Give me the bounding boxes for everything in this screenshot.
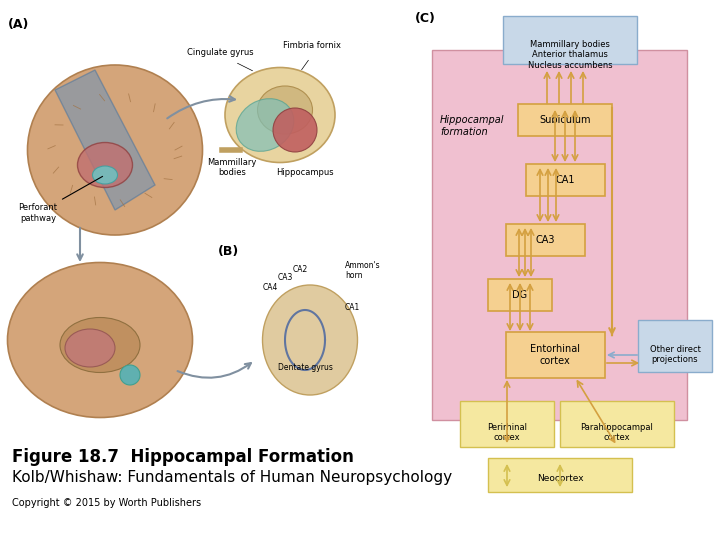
Ellipse shape: [65, 329, 115, 367]
Text: (A): (A): [8, 18, 30, 31]
Text: CA2: CA2: [292, 265, 307, 274]
Text: Other direct
projections: Other direct projections: [649, 345, 701, 364]
Text: Cingulate gyrus: Cingulate gyrus: [186, 48, 253, 57]
FancyBboxPatch shape: [503, 16, 637, 64]
Circle shape: [273, 108, 317, 152]
Text: Mammillary bodies
Anterior thalamus
Nucleus accumbens: Mammillary bodies Anterior thalamus Nucl…: [528, 40, 612, 70]
Text: Subiculum: Subiculum: [539, 115, 590, 125]
Ellipse shape: [92, 166, 117, 184]
Text: Ammon's
horn: Ammon's horn: [345, 261, 381, 280]
Ellipse shape: [263, 285, 358, 395]
Text: Kolb/Whishaw: Fundamentals of Human Neuropsychology: Kolb/Whishaw: Fundamentals of Human Neur…: [12, 470, 452, 485]
Ellipse shape: [258, 86, 312, 134]
Circle shape: [120, 365, 140, 385]
Text: Entorhinal
cortex: Entorhinal cortex: [530, 344, 580, 366]
Text: DG: DG: [513, 290, 528, 300]
FancyBboxPatch shape: [638, 320, 712, 372]
FancyBboxPatch shape: [460, 401, 554, 447]
Text: CA1: CA1: [555, 175, 575, 185]
Ellipse shape: [7, 262, 192, 417]
Text: Parahippocampal
cortex: Parahippocampal cortex: [580, 423, 654, 442]
Text: Hippocampal
formation: Hippocampal formation: [440, 115, 505, 137]
Text: (B): (B): [218, 245, 239, 258]
FancyBboxPatch shape: [560, 401, 674, 447]
FancyBboxPatch shape: [505, 224, 585, 256]
Text: CA1: CA1: [345, 303, 360, 312]
Text: Perirhinal
cortex: Perirhinal cortex: [487, 423, 527, 442]
FancyBboxPatch shape: [488, 458, 632, 492]
Text: Perforant
pathway: Perforant pathway: [19, 177, 102, 222]
FancyBboxPatch shape: [518, 104, 612, 136]
Text: Fimbria fornix: Fimbria fornix: [283, 41, 341, 50]
Ellipse shape: [225, 68, 335, 163]
FancyBboxPatch shape: [505, 332, 605, 378]
Text: Hippocampus: Hippocampus: [276, 168, 334, 177]
Text: (C): (C): [415, 12, 436, 25]
FancyBboxPatch shape: [432, 50, 687, 420]
Text: Mammillary
bodies: Mammillary bodies: [207, 158, 257, 177]
Text: CA3: CA3: [535, 235, 554, 245]
FancyBboxPatch shape: [488, 279, 552, 311]
FancyBboxPatch shape: [526, 164, 605, 196]
Ellipse shape: [27, 65, 202, 235]
Ellipse shape: [60, 318, 140, 373]
Text: Neocortex: Neocortex: [536, 474, 583, 483]
Ellipse shape: [78, 143, 132, 187]
Text: CA4: CA4: [262, 283, 278, 292]
Ellipse shape: [236, 99, 294, 151]
Text: Copyright © 2015 by Worth Publishers: Copyright © 2015 by Worth Publishers: [12, 498, 201, 508]
Polygon shape: [55, 70, 155, 210]
Text: Figure 18.7  Hippocampal Formation: Figure 18.7 Hippocampal Formation: [12, 448, 354, 466]
Text: Dentate gyrus: Dentate gyrus: [278, 363, 333, 372]
Text: CA3: CA3: [277, 273, 293, 282]
